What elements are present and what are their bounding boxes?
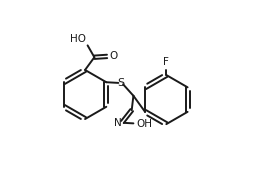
Text: F: F [163, 57, 169, 67]
Text: OH: OH [136, 119, 152, 129]
Text: S: S [117, 78, 124, 88]
Text: N: N [114, 118, 122, 128]
Text: O: O [109, 51, 118, 61]
Text: HO: HO [70, 34, 86, 44]
